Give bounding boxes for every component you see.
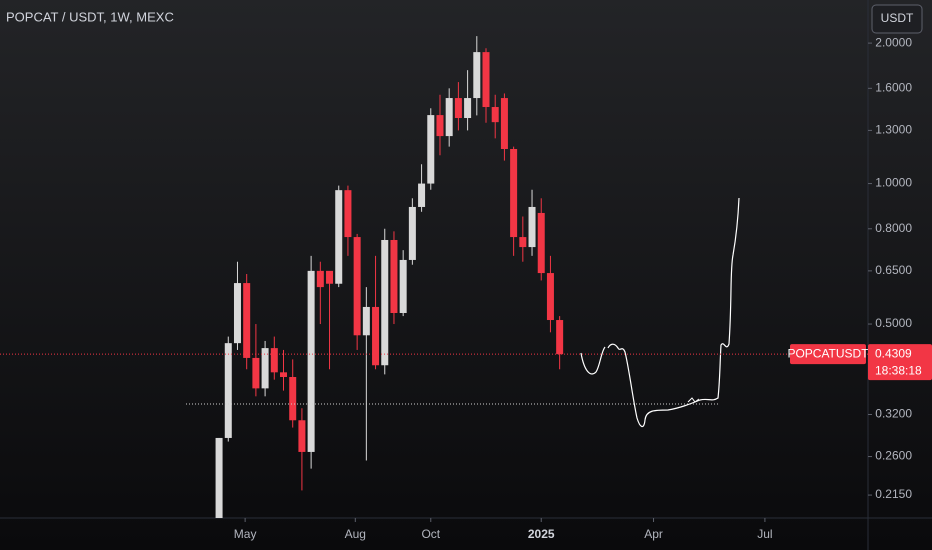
x-tick-label: Jul — [757, 527, 772, 541]
candle-body — [418, 183, 426, 207]
candle-body — [280, 372, 288, 378]
candle-body — [537, 212, 545, 274]
candle-body — [556, 320, 564, 355]
candle-body — [519, 237, 527, 248]
candle-body — [546, 273, 554, 321]
y-tick-label: 1.6000 — [875, 80, 912, 94]
y-tick-label: 0.6500 — [875, 263, 912, 277]
x-tick-label: Apr — [644, 527, 663, 541]
candle-body — [344, 190, 352, 238]
y-tick-label: 0.5000 — [875, 316, 912, 330]
candle-body — [372, 306, 380, 366]
candle-body — [464, 98, 472, 119]
candle-body — [427, 115, 435, 184]
y-tick-label: 1.0000 — [875, 176, 912, 190]
hand-drawing — [580, 197, 740, 428]
price-tag — [868, 344, 932, 381]
x-tick-label: May — [234, 527, 257, 541]
candle-body — [307, 270, 315, 452]
candle-body — [326, 270, 334, 284]
y-tick-label: 0.2150 — [875, 487, 912, 501]
candle-body — [510, 149, 518, 238]
candle-body — [436, 115, 444, 137]
candle-body — [408, 206, 416, 260]
symbol-label: POPCATUSDT — [787, 346, 869, 360]
candle-body — [454, 98, 462, 119]
candle-body — [528, 206, 536, 248]
candle-body — [243, 283, 251, 358]
candle-body — [381, 239, 389, 366]
candle-body — [270, 348, 278, 373]
candle-body — [500, 98, 508, 150]
candle-body — [316, 270, 324, 288]
candle-body — [289, 377, 297, 421]
x-tick-label: Oct — [421, 527, 440, 541]
candle-body — [445, 98, 453, 137]
candle-body — [233, 283, 241, 344]
symbol-tag — [790, 344, 866, 365]
candle-body — [298, 420, 306, 452]
candle-body — [399, 259, 407, 313]
candle-body — [362, 306, 370, 336]
candle-body — [252, 357, 260, 389]
candle-body — [335, 190, 343, 284]
currency-label[interactable]: USDT — [881, 11, 914, 25]
candle-body — [215, 437, 223, 518]
candle-body — [224, 343, 232, 438]
chart-title: POPCAT / USDT, 1W, MEXC — [6, 9, 174, 24]
y-tick-label: 0.3200 — [875, 407, 912, 421]
countdown-label: 18:38:18 — [875, 363, 922, 377]
x-tick-label: 2025 — [528, 527, 555, 541]
candle-body — [261, 348, 269, 389]
y-tick-label: 0.2600 — [875, 449, 912, 463]
y-tick-label: 2.0000 — [875, 35, 912, 49]
y-tick-label: 0.8000 — [875, 221, 912, 235]
candle-body — [473, 52, 481, 99]
hand-drawing — [687, 397, 700, 403]
candle-body — [390, 239, 398, 313]
last-price-label: 0.4309 — [875, 346, 912, 360]
candle-body — [353, 237, 361, 336]
x-tick-label: Aug — [345, 527, 366, 541]
candle-body — [491, 107, 499, 123]
candle-body — [482, 52, 490, 108]
currency-button[interactable] — [871, 4, 923, 34]
y-tick-label: 1.3000 — [875, 123, 912, 137]
